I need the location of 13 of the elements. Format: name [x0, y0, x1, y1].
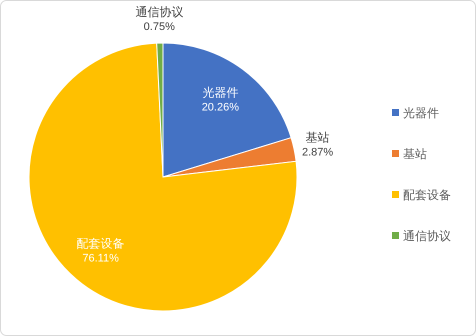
legend-label: 通信协议: [403, 229, 451, 243]
slice-label: 配套设备: [76, 236, 125, 251]
data-label: 20.26%: [202, 101, 240, 114]
data-label: 76.11%: [82, 252, 120, 265]
pie-slice: [28, 42, 298, 312]
data-label: 0.75%: [144, 21, 176, 34]
slice-label: 通信协议: [135, 5, 184, 20]
legend-label: 配套设备: [403, 188, 451, 202]
legend-label: 基站: [403, 147, 427, 161]
legend-label: 光器件: [403, 106, 439, 120]
data-label: 2.87%: [302, 146, 334, 158]
slice-label: 光器件: [202, 85, 238, 100]
slice-label: 基站: [306, 130, 330, 144]
